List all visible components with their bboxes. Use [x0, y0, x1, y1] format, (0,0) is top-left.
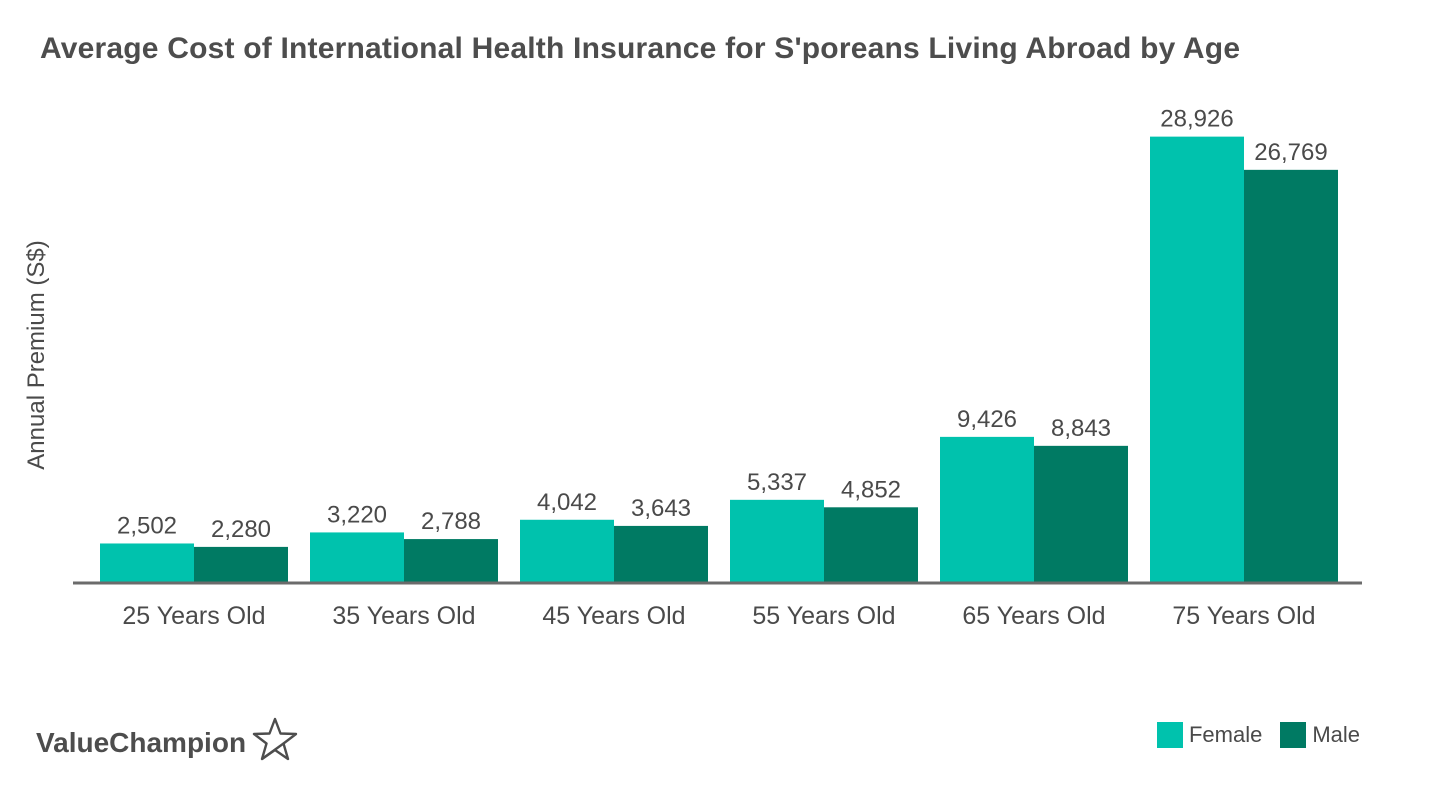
category-label-4: 55 Years Old: [752, 602, 895, 630]
star-outline-icon: [252, 716, 298, 769]
bar-male-3: [614, 525, 708, 582]
bar-female-3: [520, 519, 614, 582]
category-labels-group: 25 Years Old 35 Years Old 45 Years Old 55 Y…: [122, 602, 1315, 630]
brand-name: ValueChampion: [36, 726, 247, 758]
value-label-female-1: 2,502: [117, 512, 177, 539]
bar-male-2: [404, 539, 498, 582]
value-label-female-6: 28,926: [1160, 106, 1233, 133]
bar-male-6: [1244, 169, 1338, 582]
legend-label-female: Female: [1188, 722, 1263, 747]
value-label-male-4: 4,852: [841, 476, 901, 503]
value-label-male-1: 2,280: [211, 516, 271, 543]
legend-swatch-female: [1156, 722, 1183, 748]
value-label-female-3: 4,042: [537, 489, 597, 516]
bar-female-2: [310, 532, 404, 582]
value-label-male-3: 3,643: [631, 495, 691, 522]
brand-logo: ValueChampion: [36, 716, 298, 769]
category-label-3: 45 Years Old: [542, 602, 685, 630]
value-label-male-2: 2,788: [421, 508, 481, 535]
value-label-male-5: 8,843: [1051, 415, 1111, 442]
value-label-female-4: 5,337: [747, 469, 807, 496]
legend-swatch-male: [1280, 722, 1307, 748]
category-label-6: 75 Years Old: [1172, 602, 1315, 630]
value-label-female-2: 3,220: [327, 501, 387, 528]
bar-female-5: [940, 436, 1034, 582]
y-axis-label: Annual Premium (S$): [23, 240, 50, 469]
value-label-female-5: 9,426: [957, 406, 1017, 433]
bar-male-5: [1034, 445, 1128, 582]
bar-female-6: [1150, 136, 1244, 583]
value-label-male-6: 26,769: [1254, 139, 1327, 166]
category-label-1: 25 Years Old: [122, 602, 265, 630]
legend-item-male: Male: [1280, 722, 1360, 748]
legend-label-male: Male: [1312, 722, 1360, 747]
legend: Female Male: [1156, 722, 1360, 748]
value-labels-group: 2,502 2,280 3,220 2,788 4,042 3,643 5,337 4,852…: [117, 106, 1328, 543]
legend-item-female: Female: [1156, 722, 1263, 748]
chart-title: Average Cost of International Health Ins…: [40, 32, 1241, 65]
bars-group: [100, 136, 1338, 583]
bar-female-4: [730, 499, 824, 582]
bar-female-1: [100, 543, 194, 582]
category-label-2: 35 Years Old: [332, 602, 475, 630]
bar-male-1: [194, 546, 288, 582]
category-label-5: 65 Years Old: [962, 602, 1105, 630]
bar-male-4: [824, 507, 918, 582]
